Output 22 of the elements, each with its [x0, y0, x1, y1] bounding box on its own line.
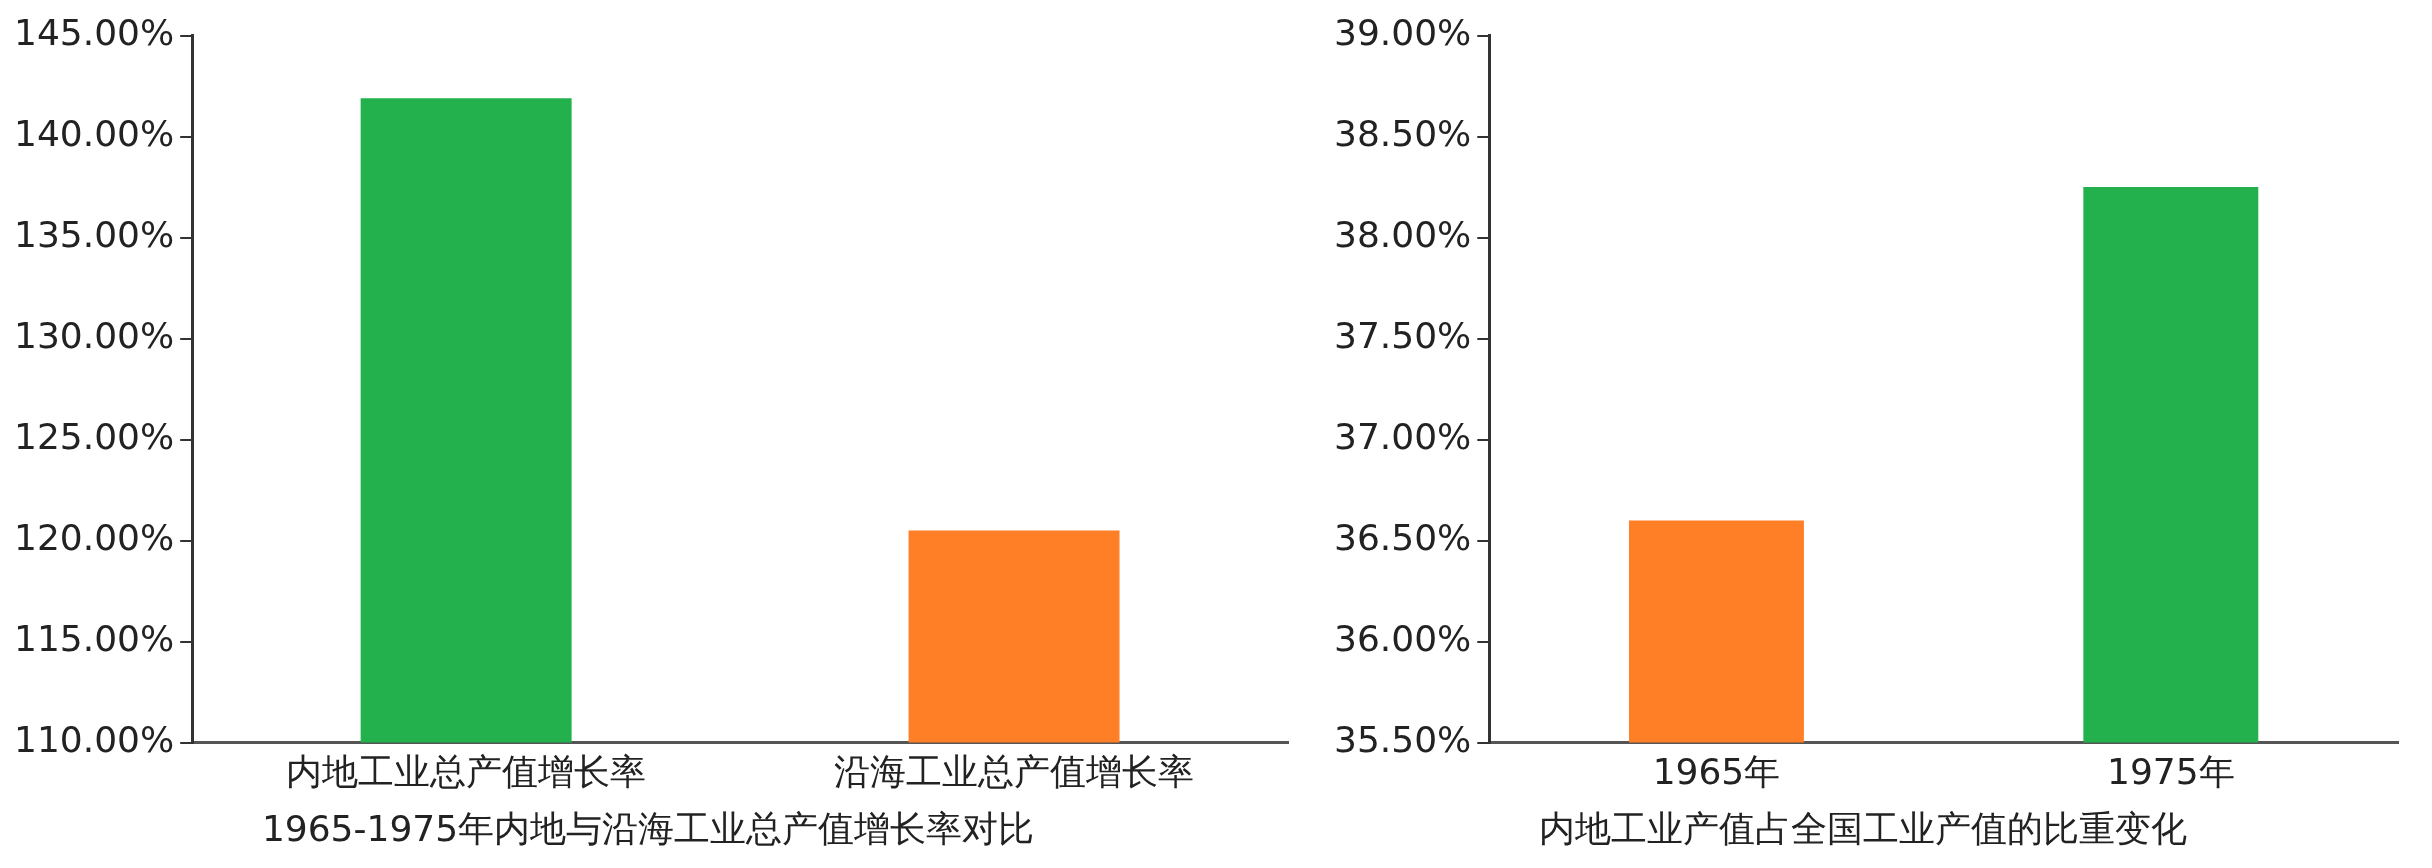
y-tick-label: 120.00% — [14, 516, 175, 558]
y-tick-label: 140.00% — [14, 112, 175, 154]
x-tick-label: 沿海工业总产值增长率 — [834, 750, 1195, 792]
y-tick-label: 35.50% — [1333, 718, 1472, 760]
text: 1965-1975年内地与沿海工业总产值增长率对比 — [261, 807, 1035, 849]
y-tick-label: 36.00% — [1333, 617, 1472, 659]
text: 内地工业产值占全国工业产值的比重变化 — [1539, 807, 2187, 849]
y-tick-label: 39.00% — [1333, 11, 1472, 53]
x-tick-label: 内地工业总产值增长率 — [286, 750, 647, 792]
y-tick-label: 37.50% — [1333, 314, 1472, 356]
y-tick-label: 135.00% — [14, 213, 175, 255]
y-tick-label: 36.50% — [1333, 516, 1472, 558]
y-tick-label: 110.00% — [14, 718, 175, 760]
y-tick-label: 130.00% — [14, 314, 175, 356]
y-tick-label: 37.00% — [1333, 415, 1472, 457]
y-tick-label: 38.50% — [1333, 112, 1472, 154]
x-tick-label: 1965年 — [1652, 750, 1781, 792]
y-tick-label: 145.00% — [14, 11, 175, 53]
y-tick-label: 115.00% — [14, 617, 175, 659]
x-tick-label: 1975年 — [2107, 750, 2235, 792]
y-tick-label: 125.00% — [14, 415, 175, 457]
y-tick-label: 38.00% — [1333, 213, 1472, 255]
